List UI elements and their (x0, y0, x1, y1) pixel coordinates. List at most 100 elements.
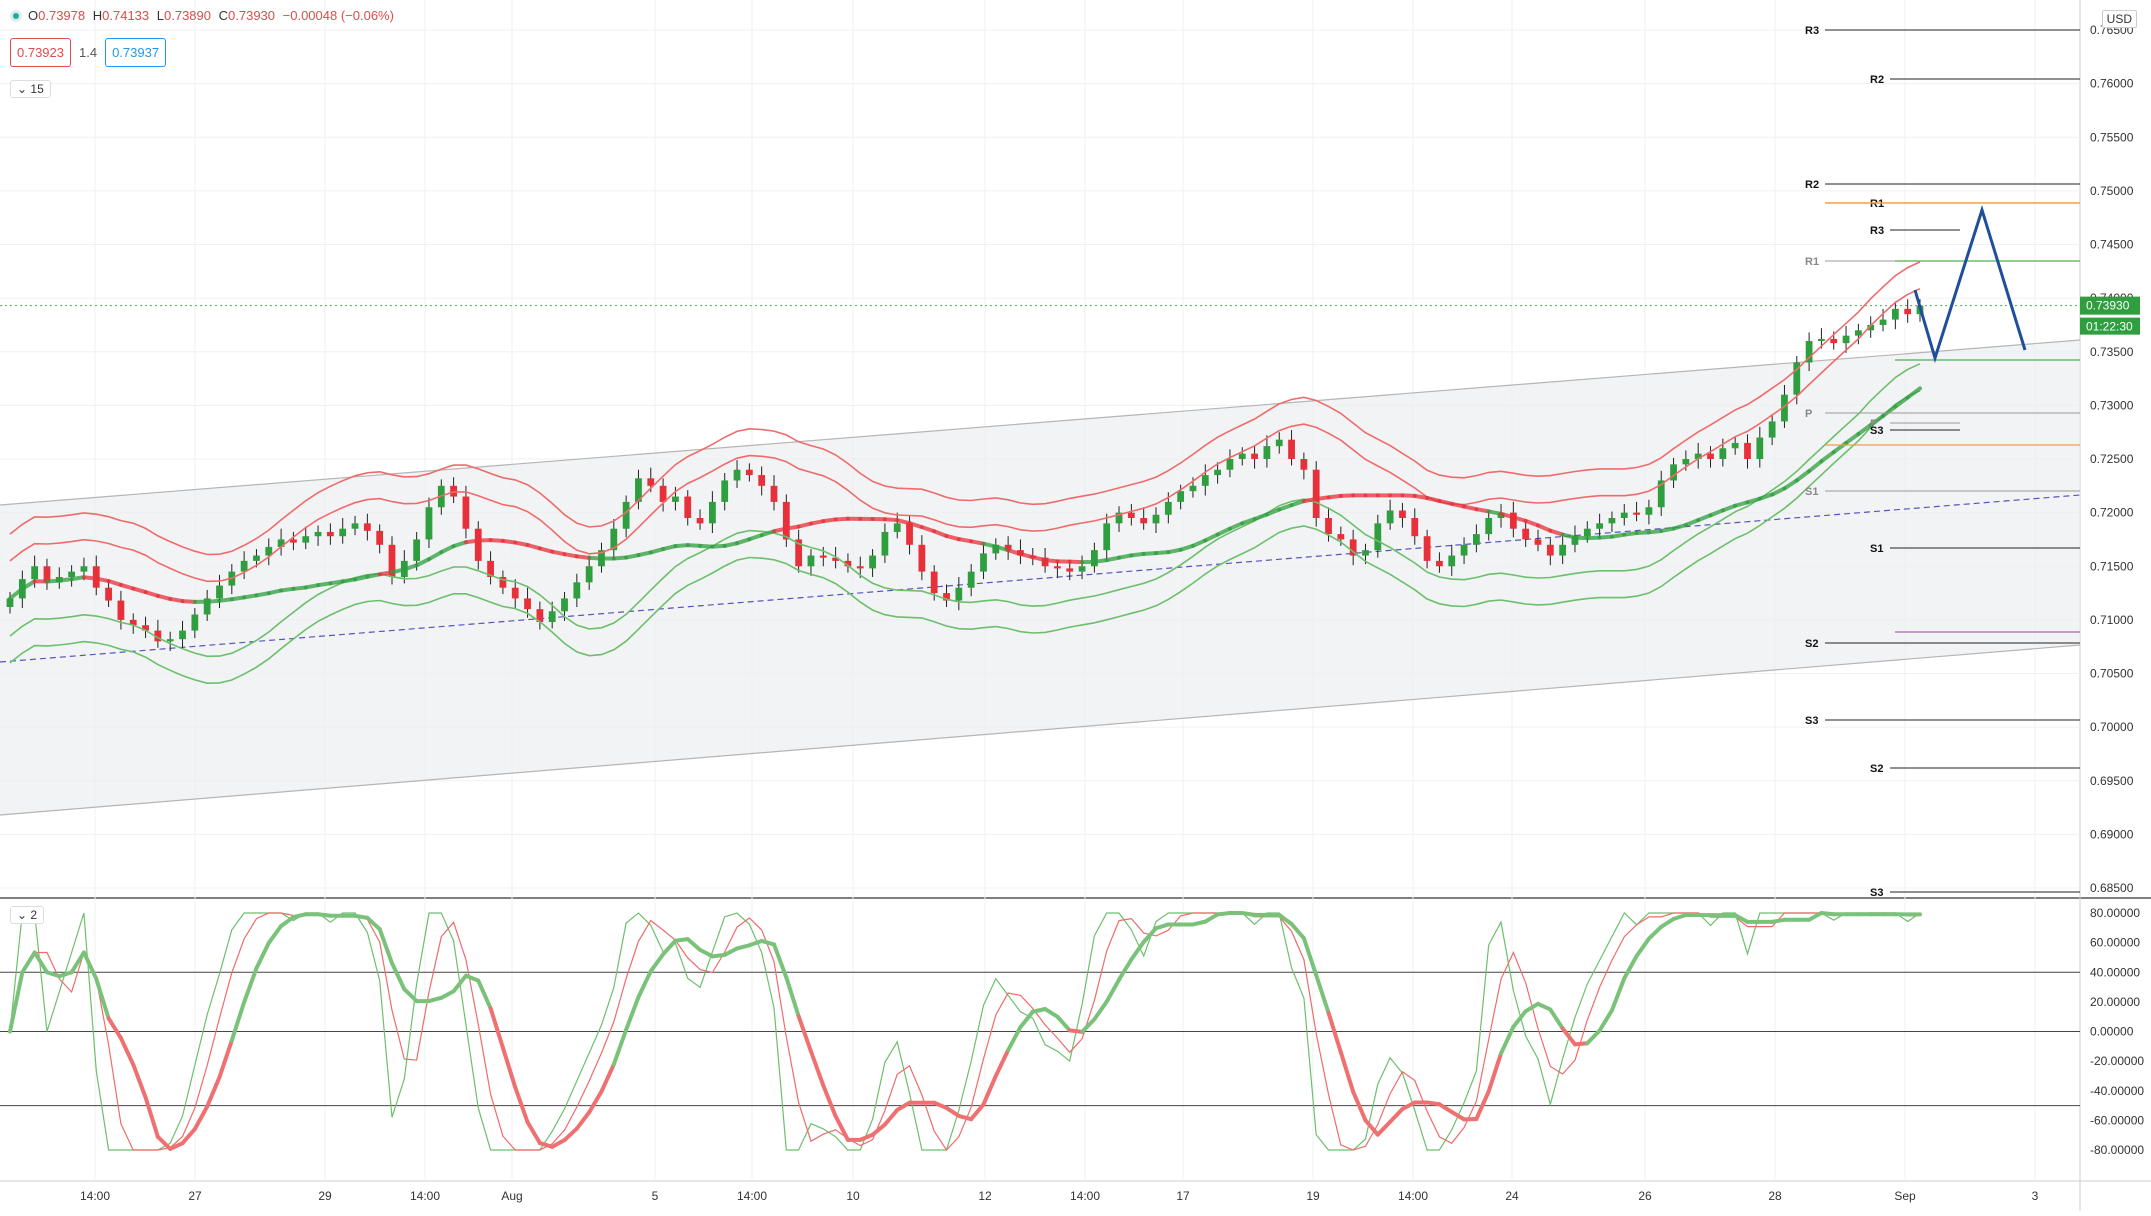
oscillator-thick-segment (528, 1122, 540, 1143)
candle-body (1140, 518, 1147, 523)
oscillator-collapse-toggle[interactable]: ⌄ 2 (10, 906, 44, 924)
pivot-r3-b-label: R3 (1870, 225, 1884, 237)
candle-body (869, 556, 876, 569)
candle-body (1300, 459, 1307, 470)
oscillator-thick-segment (72, 953, 84, 973)
oscillator-thick-segment (971, 1104, 983, 1119)
candle-body (31, 566, 38, 579)
oscillator-axis-label: 0.00000 (2090, 1025, 2134, 1039)
price-axis-label: 0.74500 (2090, 238, 2134, 252)
candle-body (758, 475, 765, 486)
candle-body (1165, 502, 1172, 515)
oscillator-axis-label: -60.00000 (2090, 1113, 2144, 1127)
candle-body (216, 586, 223, 599)
candle-body (1448, 556, 1455, 567)
pivot-s1-a-label: S1 (1805, 486, 1818, 498)
candle-body (1128, 513, 1135, 518)
pivot-p-label: P (1805, 408, 1812, 420)
candle-body (1227, 459, 1234, 470)
oscillator-thick-segment (1045, 1009, 1057, 1017)
candle-body (241, 561, 248, 572)
oscillator-thick-segment (219, 1041, 231, 1078)
change-value: −0.00048 (−0.06%) (283, 8, 394, 23)
candle-body (339, 529, 346, 537)
time-axis-label: 5 (652, 1189, 659, 1203)
buy-price-button[interactable]: 0.73937 (105, 38, 166, 67)
oscillator-thick-segment (478, 981, 490, 1009)
candle-body (327, 532, 334, 536)
time-axis-label: 14:00 (80, 1189, 110, 1203)
price-axis-label: 0.71000 (2090, 613, 2134, 627)
oscillator-thick-segment (1119, 959, 1131, 979)
oscillator-thick-segment (1452, 1112, 1464, 1119)
oscillator-thick-segment (1538, 1004, 1550, 1010)
pivot-s3-c-label: S3 (1870, 887, 1883, 899)
oscillator-thick-segment (121, 1038, 133, 1064)
oscillator-thick-segment (589, 1092, 601, 1113)
time-axis-label: Sep (1894, 1189, 1916, 1203)
oscillator-thick-segment (269, 926, 281, 943)
oscillator-thick-segment (1020, 1012, 1032, 1027)
candle-body (820, 556, 827, 558)
oscillator-thick-segment (1661, 919, 1673, 927)
candle-body (586, 566, 593, 582)
candle-body (1461, 545, 1468, 556)
candle-body (549, 611, 556, 622)
candle-body (672, 497, 679, 502)
time-axis-label: 14:00 (1398, 1189, 1428, 1203)
oscillator-thick-segment (441, 991, 453, 998)
ohlc-values: O0.73978 H0.74133 L0.73890 C0.73930 −0.0… (28, 8, 398, 23)
sell-price-button[interactable]: 0.73923 (10, 38, 71, 67)
candle-body (1387, 510, 1394, 523)
candle-body (783, 502, 790, 540)
candle-body (1202, 475, 1209, 486)
oscillator-thick-segment (1637, 939, 1649, 956)
oscillator-thick-segment (947, 1108, 959, 1116)
candle-body (315, 532, 322, 536)
pivot-r1-a-label: R1 (1870, 198, 1884, 210)
candle-body (684, 497, 691, 518)
candle-body (1843, 336, 1850, 344)
candle-body (1177, 491, 1184, 502)
oscillator-thick-segment (1563, 1028, 1575, 1044)
price-axis-label: 0.72500 (2090, 452, 2134, 466)
candle-body (1276, 440, 1283, 446)
candle-body (426, 507, 433, 539)
countdown-tag-text: 01:22:30 (2086, 320, 2133, 334)
price-axis-label: 0.69500 (2090, 774, 2134, 788)
oscillator-thick-segment (84, 953, 96, 979)
oscillator-axis-label: 40.00000 (2090, 965, 2140, 979)
candle-body (1103, 523, 1110, 550)
candle-body (1756, 438, 1763, 459)
oscillator-thick-segment (601, 1064, 613, 1091)
regression-channel-fill (0, 340, 2080, 815)
candle-body (1621, 513, 1628, 518)
pivot-r1-b-label: R1 (1805, 256, 1819, 268)
currency-label[interactable]: USD (2102, 10, 2137, 28)
candle-body (1079, 566, 1086, 571)
candle-body (376, 531, 383, 545)
candle-body (1719, 448, 1726, 459)
oscillator-thick-segment (688, 939, 700, 950)
candle-body (1707, 454, 1714, 459)
close-label: C (219, 8, 228, 23)
candle-body (1744, 443, 1751, 459)
candle-body (1584, 529, 1591, 537)
candle-body (734, 470, 741, 481)
price-axis-label: 0.75500 (2090, 130, 2134, 144)
market-status-icon (10, 10, 22, 22)
open-label: O (28, 8, 38, 23)
candle-body (413, 539, 420, 560)
price-axis-label: 0.72000 (2090, 506, 2134, 520)
price-axis-label: 0.75000 (2090, 184, 2134, 198)
oscillator-thick-segment (700, 950, 712, 956)
indicators-collapse-toggle[interactable]: ⌄ 15 (10, 80, 51, 98)
candle-body (191, 615, 198, 631)
candle-body (68, 572, 75, 577)
candle-body (512, 588, 519, 599)
candle-body (746, 470, 753, 475)
candle-body (524, 598, 531, 609)
candle-body (253, 556, 260, 561)
